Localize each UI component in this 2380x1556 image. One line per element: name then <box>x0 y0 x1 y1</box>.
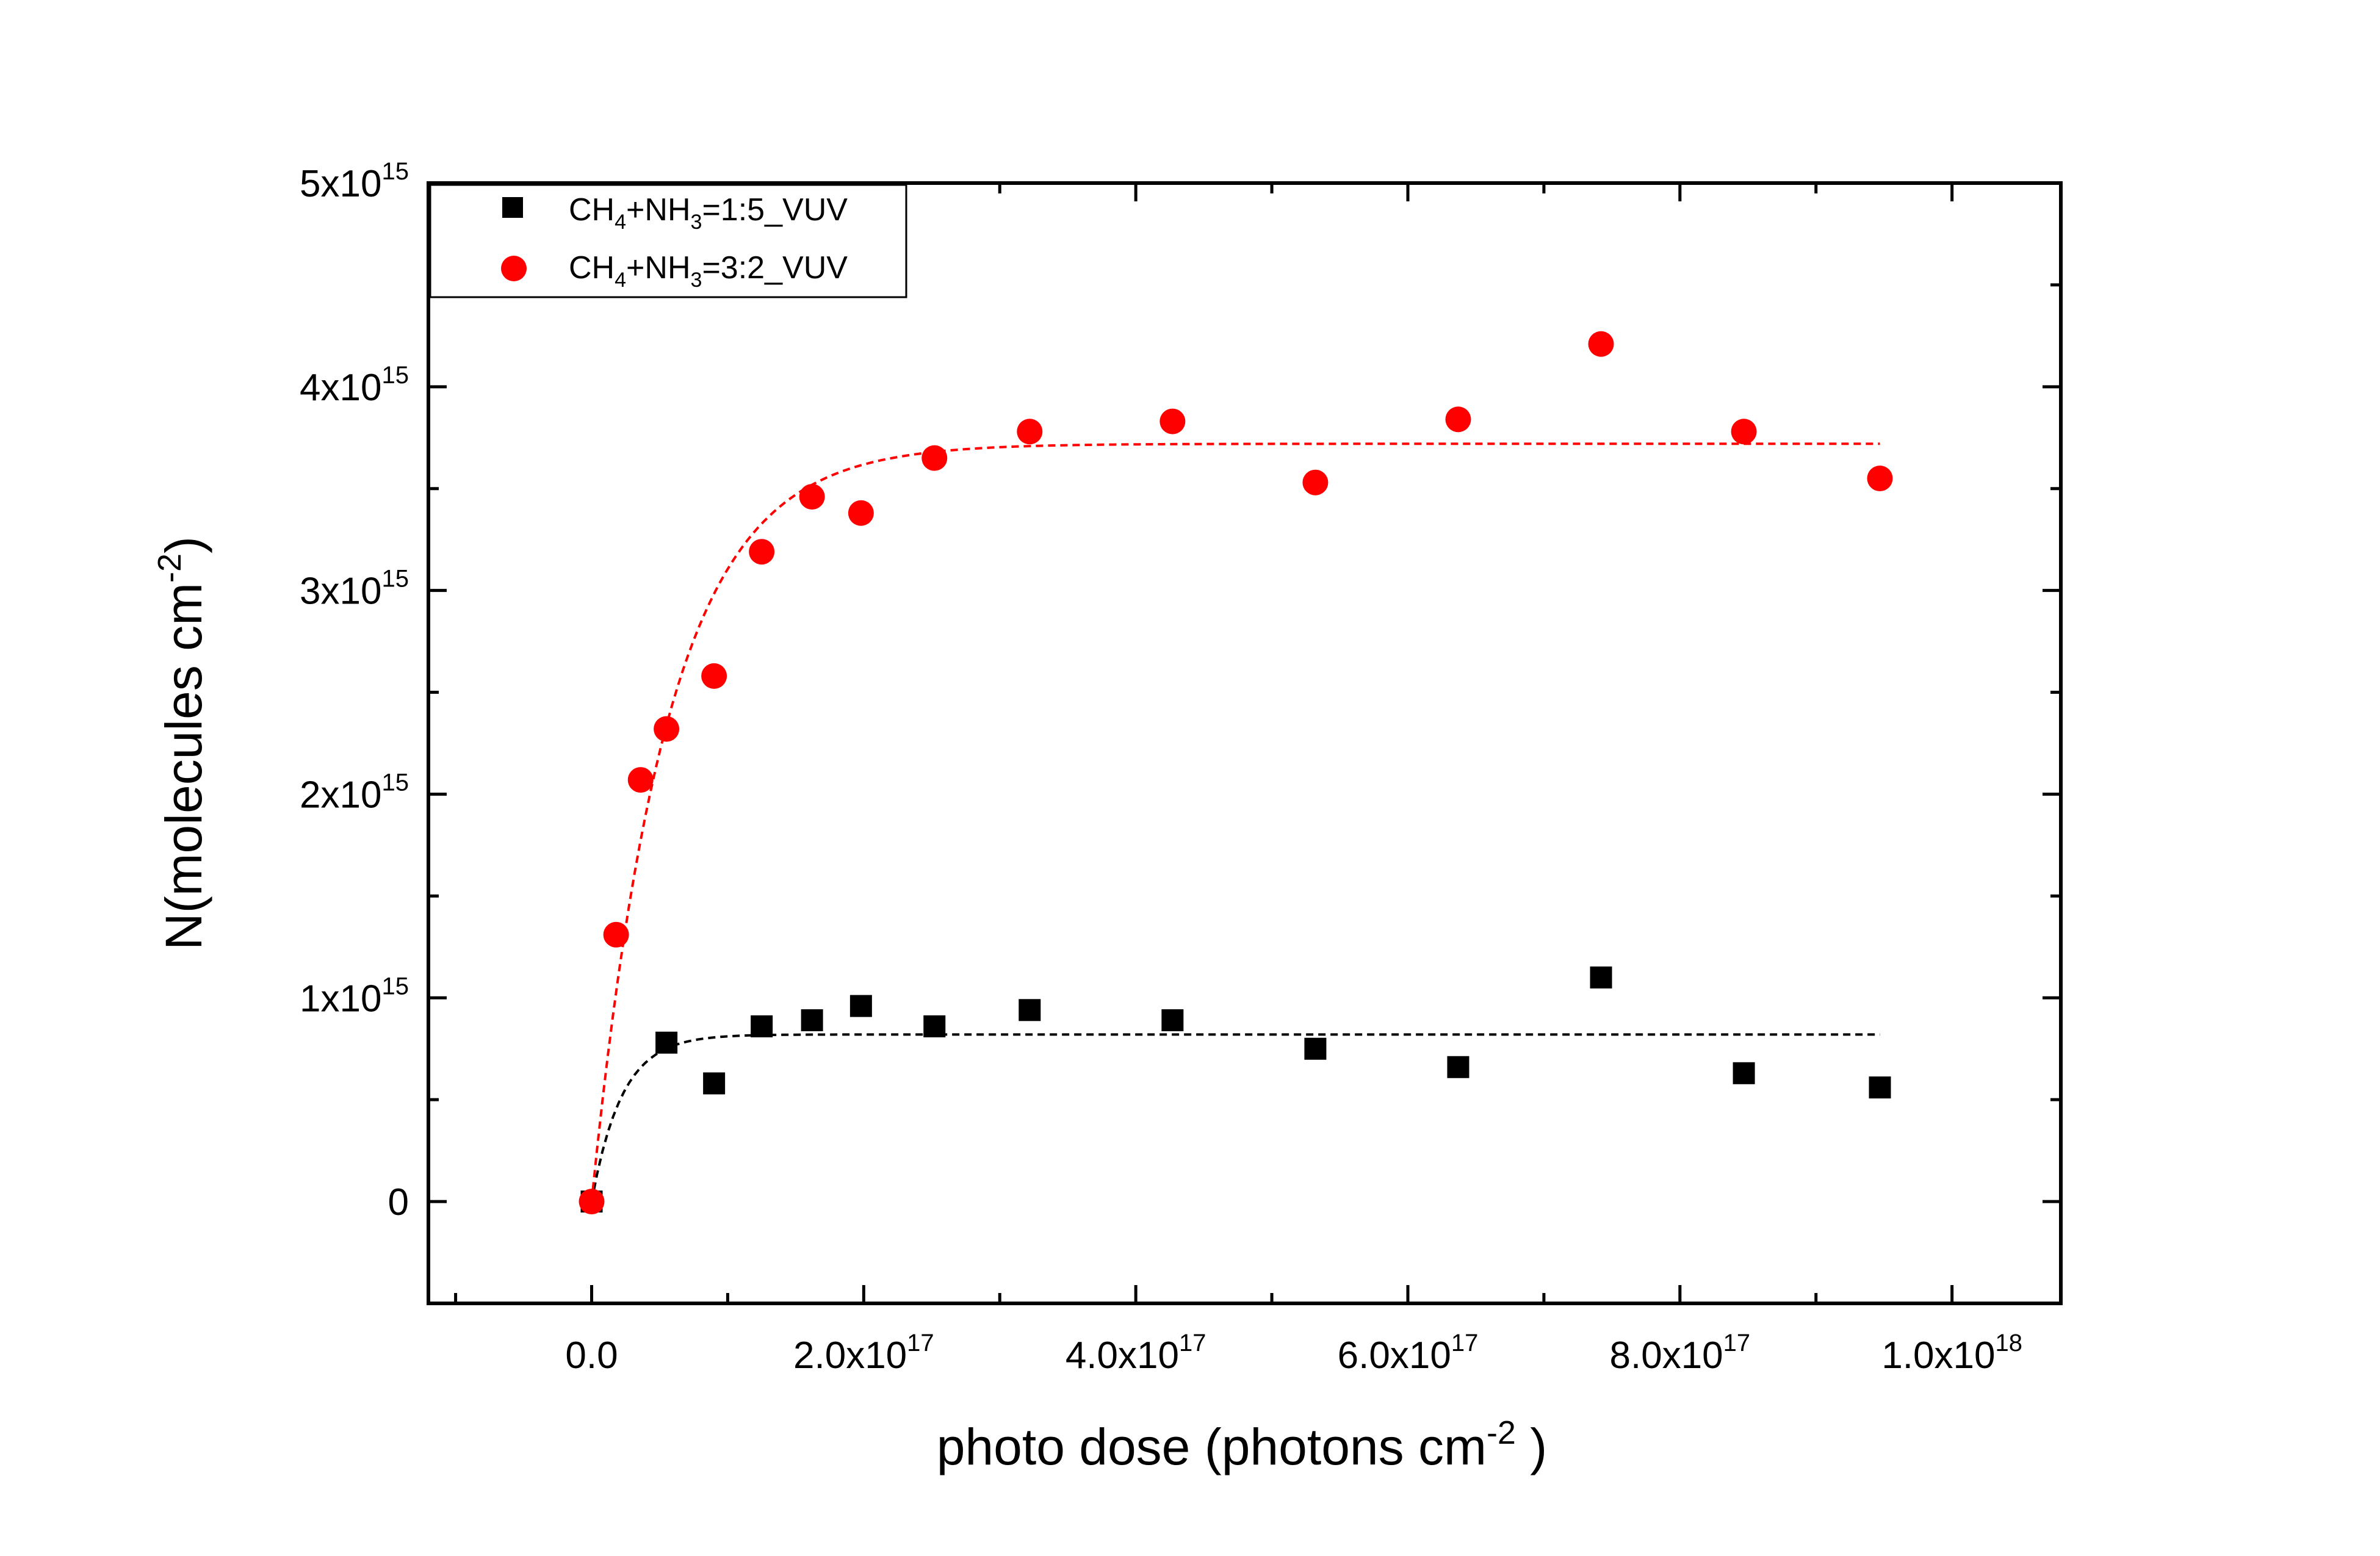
point-square-series-1 <box>1869 1076 1891 1099</box>
x-tick-label: 8.0x1017 <box>1610 1330 1751 1377</box>
point-circle-series-2 <box>921 445 948 471</box>
point-circle-series-2 <box>603 921 629 948</box>
fit-curves <box>590 442 1880 1202</box>
point-circle-series-2 <box>848 500 874 526</box>
y-tick-label: 5x1015 <box>300 158 409 205</box>
point-square-series-1 <box>801 1009 823 1031</box>
data-points <box>579 331 1893 1215</box>
point-square-series-1 <box>1447 1056 1469 1078</box>
point-square-series-1 <box>1590 966 1612 989</box>
legend: CH4+NH3=1:5_VUV CH4+NH3=3:2_VUV <box>429 184 907 298</box>
legend-marker-circle <box>501 256 527 281</box>
point-circle-series-2 <box>1867 466 1893 492</box>
point-circle-series-2 <box>1302 469 1329 495</box>
legend-label-series-2: CH4+NH3=3:2_VUV <box>569 250 848 292</box>
point-square-series-1 <box>1161 1009 1184 1031</box>
point-square-series-1 <box>1019 999 1041 1021</box>
legend-entry-series-2: CH4+NH3=3:2_VUV <box>501 250 848 292</box>
y-tick-label: 2x1015 <box>300 769 409 816</box>
point-circle-series-2 <box>579 1189 605 1215</box>
legend-entry-series-1: CH4+NH3=1:5_VUV <box>502 192 848 234</box>
legend-label-series-1: CH4+NH3=1:5_VUV <box>569 192 848 234</box>
point-square-series-1 <box>1304 1037 1327 1060</box>
point-circle-series-2 <box>1159 408 1186 434</box>
point-square-series-1 <box>923 1015 946 1038</box>
x-tick-label: 4.0x1017 <box>1066 1330 1206 1377</box>
point-circle-series-2 <box>627 767 654 793</box>
x-tick-label: 2.0x1017 <box>793 1330 934 1377</box>
point-circle-series-2 <box>1731 419 1757 445</box>
y-tick-label: 0 <box>388 1181 409 1223</box>
point-circle-series-2 <box>701 663 727 689</box>
point-square-series-1 <box>849 995 872 1017</box>
point-square-series-1 <box>655 1031 678 1054</box>
plot-frame <box>427 181 2063 1305</box>
x-tick-label: 0.0 <box>565 1334 618 1377</box>
x-tick-label: 1.0x1018 <box>1881 1330 2022 1377</box>
point-circle-series-2 <box>654 716 680 742</box>
legend-marker-square <box>502 197 523 218</box>
point-circle-series-2 <box>1445 406 1471 433</box>
point-circle-series-2 <box>749 539 775 565</box>
y-tick-label: 1x1015 <box>300 973 409 1020</box>
axis-ticks: 0.0 2.0x1017 4.0x1017 6.0x1017 8.0x1017 1.0x1… <box>300 158 2061 1377</box>
fit-curve-series-2 <box>590 442 1880 1202</box>
y-tick-label: 3x1015 <box>300 566 409 613</box>
x-tick-label: 6.0x1017 <box>1338 1330 1479 1377</box>
point-circle-series-2 <box>1017 419 1043 445</box>
y-axis-title: N(molecules cm-2) <box>151 536 212 950</box>
point-circle-series-2 <box>799 484 825 510</box>
point-square-series-1 <box>751 1015 773 1038</box>
fit-curve-series-1 <box>590 1033 1880 1202</box>
y-tick-label: 4x1015 <box>300 362 409 409</box>
point-square-series-1 <box>703 1072 726 1095</box>
x-axis-title: photo dose (photons cm-2 ) <box>937 1414 1548 1475</box>
point-square-series-1 <box>1733 1062 1755 1084</box>
point-circle-series-2 <box>1588 331 1614 357</box>
